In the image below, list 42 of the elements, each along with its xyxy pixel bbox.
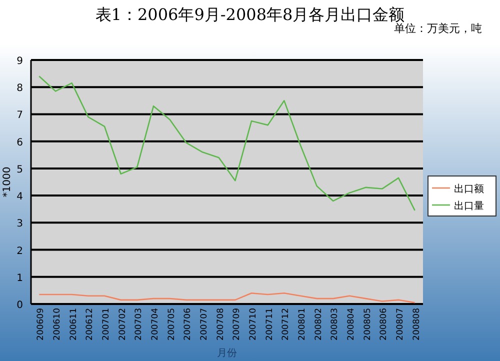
y-tick-label: 3 (16, 218, 23, 230)
y-tick-label: 4 (16, 192, 23, 203)
chart-title: 表1：2006年9月-2008年8月各月出口金额 (95, 5, 405, 24)
x-tick-label: 200801 (298, 308, 308, 340)
legend-label: 出口量 (454, 200, 484, 212)
y-tick-label: 6 (16, 137, 23, 148)
x-tick-label: 200807 (396, 308, 406, 340)
y-tick-label: 2 (16, 246, 23, 257)
y-tick-label: 1 (16, 272, 23, 284)
x-tick-label: 200805 (362, 308, 373, 340)
x-tick-label: 200704 (150, 308, 160, 340)
x-tick-label: 200808 (412, 308, 422, 340)
x-tick-label: 200710 (248, 308, 258, 340)
x-tick-label: 200802 (314, 308, 324, 340)
x-axis-title: 月份 (217, 348, 237, 359)
x-tick-label: 200804 (346, 308, 356, 340)
y-tick-label: 9 (16, 56, 23, 67)
x-tick-label: 200706 (183, 308, 194, 340)
x-tick-label: 200708 (216, 308, 226, 340)
y-tick-label: 8 (16, 83, 23, 94)
x-tick-label: 200610 (52, 308, 62, 340)
line-series (38, 76, 416, 212)
x-tick-label: 200609 (36, 308, 46, 340)
x-tick-label: 200709 (232, 308, 242, 340)
x-tick-label: 200711 (264, 308, 275, 340)
x-tick-label: 200806 (379, 308, 390, 340)
x-tick-label: 200703 (134, 308, 144, 340)
chart-subtitle: 单位：万美元，吨 (394, 22, 482, 35)
x-tick-label: 200707 (200, 308, 210, 340)
y-axis-title: *1000 (2, 166, 13, 198)
x-tick-label: 200803 (330, 308, 340, 340)
y-tick-label: 5 (16, 164, 23, 176)
x-tick-label: 200701 (102, 308, 112, 340)
legend-label: 出口额 (454, 183, 484, 195)
x-tick-label: 200705 (166, 308, 177, 340)
y-tick-label: 0 (16, 300, 23, 311)
x-tick-label: 200612 (85, 308, 96, 340)
x-tick-label: 200712 (281, 308, 292, 340)
x-tick-label: 200611 (68, 308, 79, 340)
y-tick-label: 7 (16, 110, 23, 122)
line-series (38, 292, 416, 304)
x-tick-label: 200702 (118, 308, 128, 340)
